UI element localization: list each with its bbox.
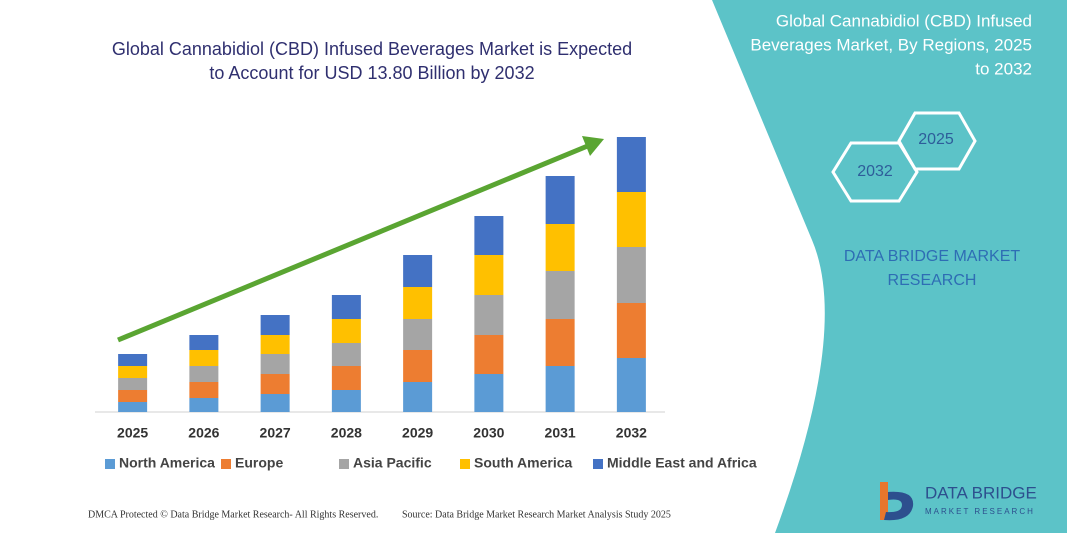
bar-segment: [118, 354, 148, 366]
panel-title: Global Cannabidiol (CBD) Infused: [776, 11, 1032, 30]
legend-swatch: [221, 459, 231, 469]
bar-segment: [545, 366, 575, 412]
legend-swatch: [460, 459, 470, 469]
bar-segment: [331, 343, 361, 366]
bar-segment: [616, 137, 646, 192]
bar-segment: [403, 350, 433, 382]
bar-segment: [474, 216, 504, 255]
bar-segment: [474, 374, 504, 412]
hexagon: [831, 141, 919, 203]
bar-segment: [189, 350, 219, 366]
bar-segment: [118, 390, 148, 402]
bar-segment: [118, 402, 148, 412]
bar-segment: [474, 335, 504, 374]
legend-swatch: [593, 459, 603, 469]
legend-swatch: [105, 459, 115, 469]
logo-name: DATA BRIDGE: [925, 483, 1037, 502]
bar-segment: [260, 354, 290, 374]
trend-arrow: [117, 142, 591, 343]
logo: [880, 482, 914, 521]
footer-right: Source: Data Bridge Market Research Mark…: [402, 509, 671, 520]
hexagon: [897, 111, 977, 171]
bar-segment: [118, 366, 148, 378]
x-tick-label: 2026: [188, 425, 219, 441]
legend-swatch: [339, 459, 349, 469]
bar-segment: [189, 398, 219, 412]
panel-title: to 2032: [975, 59, 1032, 78]
hex-label: 2025: [918, 131, 954, 148]
bar-segment: [260, 394, 290, 412]
legend-label: Europe: [235, 455, 283, 471]
bar-segment: [189, 382, 219, 398]
bar-segment: [331, 319, 361, 343]
legend-label: North America: [119, 455, 215, 471]
x-tick-label: 2025: [117, 425, 148, 441]
legend-label: Asia Pacific: [353, 455, 432, 471]
bar-segment: [616, 358, 646, 412]
bar-segment: [545, 271, 575, 319]
bar-segment: [616, 303, 646, 358]
bar-segment: [189, 335, 219, 350]
bar-segment: [331, 295, 361, 319]
x-tick-label: 2029: [402, 425, 433, 441]
legend-label: South America: [474, 455, 572, 471]
bar-segment: [118, 378, 148, 390]
title-line: Global Cannabidiol (CBD) Infused Beverag…: [112, 39, 632, 59]
legend-label: Middle East and Africa: [607, 455, 757, 471]
footer-left: DMCA Protected © Data Bridge Market Rese…: [88, 509, 378, 520]
brand-text: DATA BRIDGE MARKET: [844, 248, 1021, 265]
bar-segment: [403, 382, 433, 412]
bar-segment: [331, 390, 361, 412]
bar-segment: [545, 176, 575, 224]
x-tick-label: 2031: [545, 425, 576, 441]
bar-segment: [474, 255, 504, 295]
panel-title: Beverages Market, By Regions, 2025: [750, 35, 1032, 54]
bar-segment: [403, 319, 433, 350]
side-panel: [712, 0, 1067, 533]
x-tick-label: 2030: [473, 425, 504, 441]
hex-label: 2032: [857, 163, 893, 180]
x-tick-label: 2032: [616, 425, 647, 441]
logo-tagline: MARKET RESEARCH: [925, 507, 1035, 516]
bar-segment: [474, 295, 504, 335]
bar-segment: [403, 287, 433, 319]
bar-segment: [545, 319, 575, 366]
bar-segment: [616, 247, 646, 303]
bar-segment: [260, 315, 290, 335]
bar-segment: [260, 335, 290, 354]
bar-segment: [331, 366, 361, 390]
bar-segment: [403, 255, 433, 287]
bar-segment: [260, 374, 290, 394]
x-tick-label: 2027: [260, 425, 291, 441]
title-line: to Account for USD 13.80 Billion by 2032: [209, 63, 534, 83]
x-tick-label: 2028: [331, 425, 362, 441]
bar-segment: [189, 366, 219, 382]
trend-arrow-head: [582, 136, 604, 156]
bar-segment: [545, 224, 575, 271]
brand-text: RESEARCH: [888, 272, 977, 289]
bar-segment: [616, 192, 646, 247]
